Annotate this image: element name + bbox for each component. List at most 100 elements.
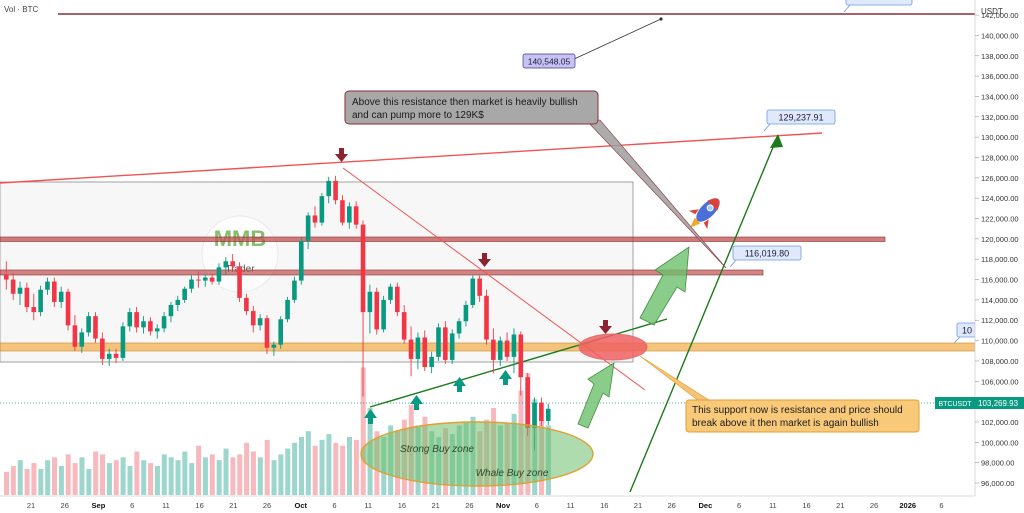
volume-bar [161,454,167,495]
y-tick-label: 102,000.00 [981,418,1019,427]
candle [415,332,421,370]
candle [463,300,469,327]
volume-bar [278,454,284,495]
candle [278,316,283,349]
candle [168,301,174,323]
candle [230,254,235,271]
candle [292,276,297,303]
volume-bar [360,367,366,495]
y-tick-label: 108,000.00 [981,357,1019,366]
target-129-label-box [766,109,836,125]
strong-buy-zone-label: Strong Buy zone [400,444,474,455]
volume-bar [271,460,277,495]
x-tick-label: 11 [364,501,372,510]
volume-bar [312,445,318,495]
candle [312,206,318,228]
x-tick-label: 6 [737,501,741,510]
candle [38,285,43,317]
candle [58,286,64,309]
candle [202,274,208,287]
x-tick-label: 6 [332,501,336,510]
candle [436,323,441,361]
x-tick-label: 16 [195,501,203,510]
volume-bar [257,457,263,495]
target-high-label-box [522,53,576,69]
volume-bar [154,466,160,495]
candle [456,318,462,339]
candle [31,293,37,321]
candle [72,315,78,351]
y-tick-label: 136,000.00 [981,72,1019,81]
buy-marker-4 [499,370,512,385]
candle [381,295,386,333]
y-tick-label: 140,000.00 [981,31,1019,40]
volume-bar [127,466,133,495]
volume-bar [65,454,71,495]
resistance-note-text: Above this resistance then market is hea… [352,97,580,121]
candle [422,330,428,372]
y-tick-label: 120,000.00 [981,235,1019,244]
candle [333,175,338,205]
volume-bar [244,442,250,495]
candle [17,281,23,305]
candle [518,331,524,396]
whale-buy-zone-label: Whale Buy zone [476,468,549,479]
volume-bar [4,471,9,495]
time-axis[interactable]: 21 26 Sep 6 11 16 21 26 Oct 6 11 16 21 26 Nov 6 11 16 21 26… [27,501,944,510]
level-108-label: 10 [962,326,972,336]
level-116-label: 116,019.80 [745,249,789,259]
volume-bar [31,463,37,495]
support-note-box [685,399,920,433]
candle [216,263,222,285]
price-tag-value: 103,269.93 [978,399,1019,408]
candle [545,403,551,426]
volume-bar [182,451,188,495]
candle [319,193,325,226]
candle [182,286,187,303]
y-tick-label: 100,000.00 [981,438,1019,447]
y-tick-label: 118,000.00 [981,255,1018,264]
volume-bar [93,451,99,495]
y-tick-label: 134,000.00 [981,92,1019,101]
support-zone-108k [0,342,976,352]
volume-bar [223,448,229,495]
x-tick-label: 16 [600,501,608,510]
candle [45,277,50,295]
target-high-label: 140,548.05 [528,57,571,67]
volume-bar [353,439,359,495]
volume-bar [319,439,325,495]
y-tick-label: 132,000.00 [981,113,1019,122]
candle [79,328,85,353]
volume-bar [106,463,112,495]
volume-bar [148,463,154,495]
volume-bar [168,457,174,495]
long-green-arrowhead [770,134,783,148]
target-high-connector [571,18,662,61]
candle [189,275,194,293]
y-tick-label: 116,000.00 [981,276,1018,285]
x-tick-label: 6 [535,501,539,510]
candle [120,322,126,361]
volume-bar [196,445,202,495]
candle [511,328,517,374]
candle [340,195,345,226]
x-tick-label: 26 [61,501,69,510]
x-tick-label: 6 [130,501,134,510]
volume-bar [264,439,270,495]
volume-bar [52,457,58,495]
volume-bar [285,448,291,495]
target-129-label: 129,237.91 [778,113,823,123]
breakout-target-ellipse [578,333,648,361]
candle [271,341,277,356]
volume-bar [292,442,298,495]
volume-bar [72,463,78,495]
volume-bar [237,454,243,495]
candle [237,262,242,302]
resistance-note-box [344,90,599,125]
buy-marker-2 [410,395,423,410]
top-marker-arrow [335,148,348,162]
candle [497,336,503,367]
candle [401,304,407,344]
x-tick-label: 21 [836,501,844,510]
